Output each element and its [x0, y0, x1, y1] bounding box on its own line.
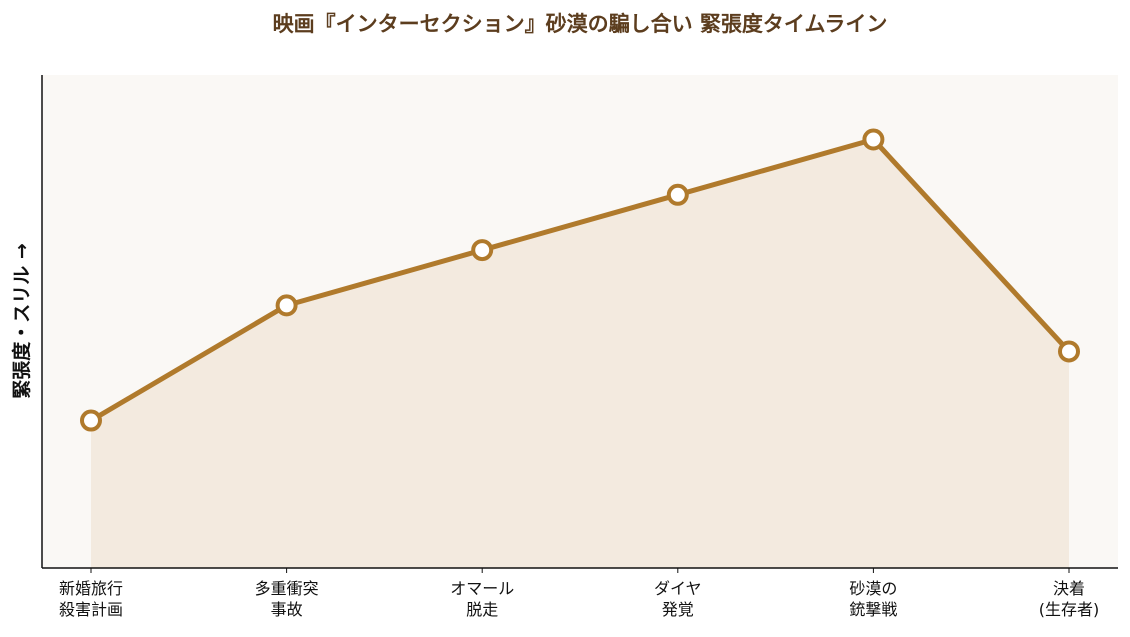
- data-point-2: [275, 294, 298, 317]
- series-line: [88, 137, 1072, 424]
- marker-layer: [80, 128, 1080, 432]
- x-tick-label: 多重衝突事故: [255, 579, 319, 619]
- x-tick-label: 砂漠の銃撃戦: [849, 579, 897, 619]
- x-tick-label: オマール脱走: [450, 579, 514, 619]
- x-tick-layer: 新婚旅行殺害計画 多重衝突事故 オマール脱走 ダイヤ発覚 砂漠の銃撃戦 決着(生存者): [59, 568, 1099, 619]
- x-tick-label: ダイヤ発覚: [654, 579, 702, 619]
- data-point-3: [471, 239, 494, 262]
- chart-title: 映画『インターセクション』砂漠の騙し合い 緊張度タイムライン: [273, 12, 888, 36]
- series-area: [91, 139, 1069, 568]
- data-point-5: [862, 128, 885, 151]
- y-axis-label: 緊張度・スリル →: [10, 243, 33, 399]
- line-layer: [88, 137, 1072, 424]
- x-tick-label: 新婚旅行殺害計画: [59, 579, 123, 619]
- data-point-1: [80, 409, 102, 432]
- x-tick-label: 決着(生存者): [1039, 579, 1100, 619]
- area-layer: [91, 139, 1069, 568]
- data-point-4: [666, 183, 689, 206]
- data-point-6: [1058, 340, 1080, 363]
